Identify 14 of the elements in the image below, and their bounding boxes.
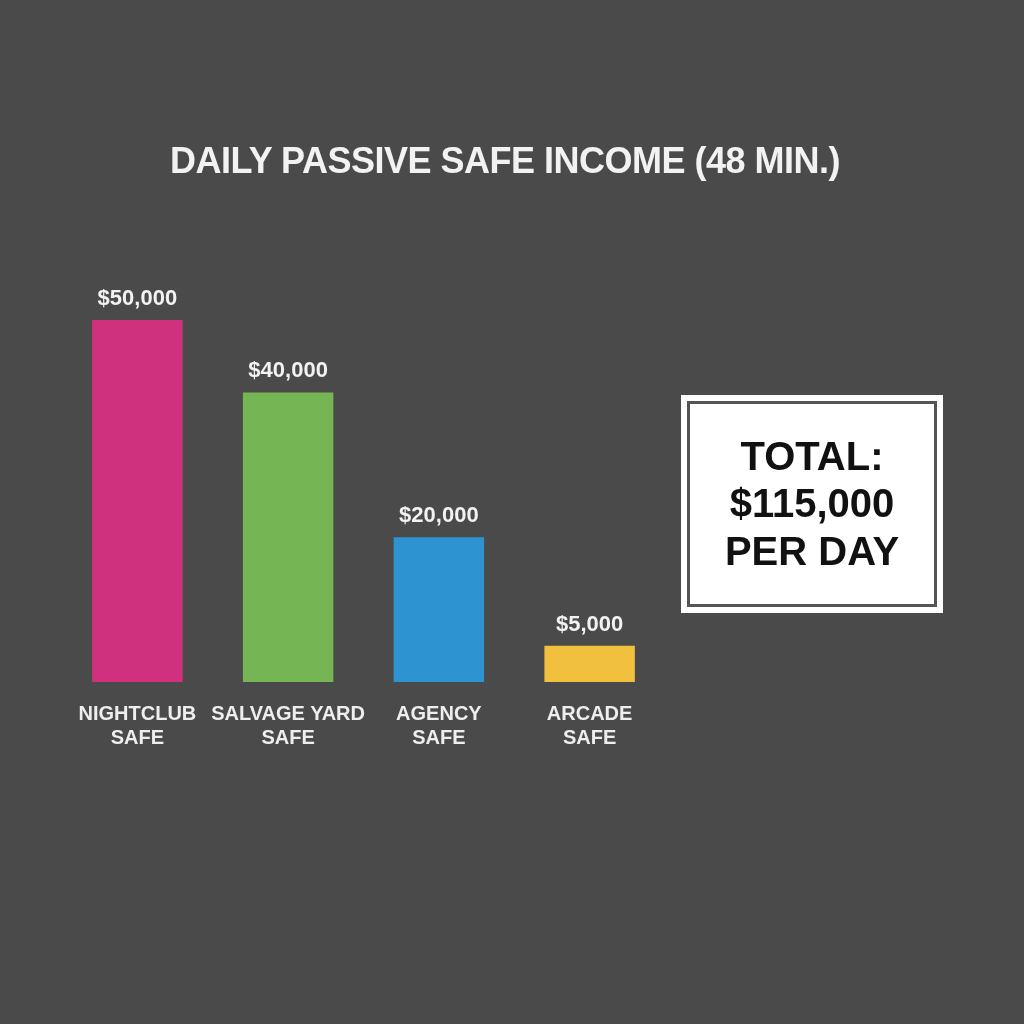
framed-panel: TOTAL: $115,000 PER DAY	[681, 395, 943, 613]
bar	[242, 392, 334, 682]
x-tick-label: NIGHTCLUB SAFE	[78, 701, 197, 748]
data-label: $50,000	[97, 285, 178, 311]
bar	[92, 320, 183, 682]
bar	[544, 645, 635, 682]
data-label: $40,000	[248, 357, 328, 383]
chart-title: DAILY PASSIVE SAFE INCOME (48 MIN.)	[169, 140, 841, 182]
data-label: $20,000	[399, 502, 479, 528]
bar	[393, 537, 485, 682]
x-tick-label: ARCADE SAFE	[546, 701, 633, 748]
x-tick-label: AGENCY SAFE	[396, 701, 483, 748]
data-label: $5,000	[555, 610, 624, 636]
x-tick-label: SALVAGE YARD SAFE	[211, 701, 365, 748]
